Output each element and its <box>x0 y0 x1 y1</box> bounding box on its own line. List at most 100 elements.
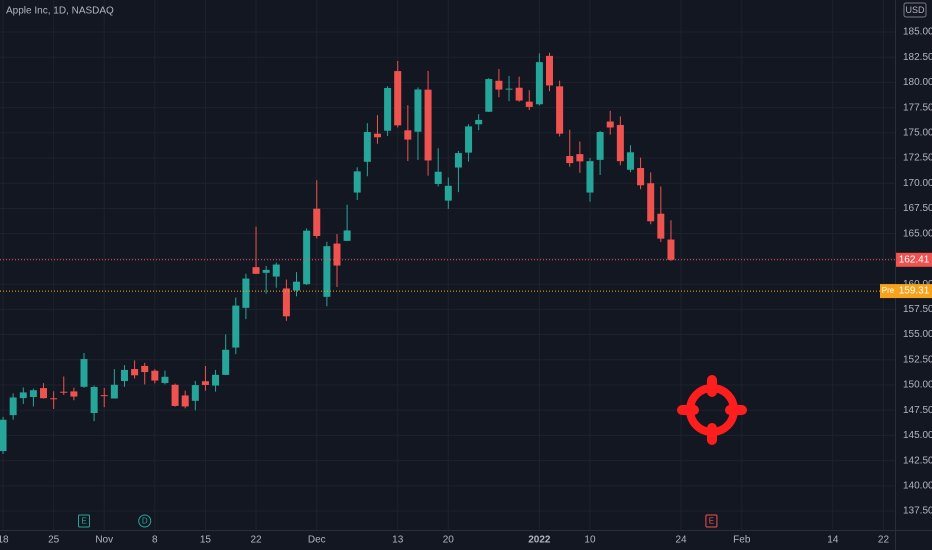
candle-body <box>414 89 422 132</box>
x-tick-label: 13 <box>392 535 404 546</box>
candle-body <box>80 359 88 387</box>
y-tick-label: 142.50 <box>903 455 932 466</box>
candle-body <box>222 349 230 375</box>
y-tick-label: 172.50 <box>903 153 932 164</box>
y-tick-label: 137.50 <box>903 506 932 517</box>
event-label[interactable]: D <box>142 517 148 526</box>
event-marker <box>705 514 718 528</box>
candle-body <box>293 281 301 291</box>
x-tick-label: 18 <box>0 535 9 546</box>
x-tick-label: 22 <box>878 535 890 546</box>
x-tick-label: 10 <box>584 535 596 546</box>
candle-body <box>343 230 351 241</box>
y-tick-label: 167.50 <box>903 203 932 214</box>
x-tick-label: 2022 <box>528 535 551 546</box>
candle-body <box>242 278 250 308</box>
candle-body <box>232 305 240 348</box>
candle-body <box>313 208 321 237</box>
candle-body <box>373 133 381 138</box>
y-tick-label: 175.00 <box>903 127 932 138</box>
x-tick-label: Dec <box>308 535 326 546</box>
pre-market-box <box>896 284 932 299</box>
candle-body <box>191 385 199 401</box>
x-tick-label: 25 <box>48 535 60 546</box>
candle-body <box>151 370 159 381</box>
candle-body <box>616 124 624 162</box>
candle-body <box>262 269 270 273</box>
candle-body <box>667 239 675 260</box>
candle-body <box>19 392 27 399</box>
candle-body <box>120 369 128 382</box>
pre-market-tag-label: Pre <box>882 286 895 295</box>
candle-body <box>546 55 554 86</box>
candle-body <box>323 246 331 297</box>
candle-body <box>556 86 564 134</box>
y-tick-label: 182.50 <box>903 52 932 63</box>
candle-body <box>465 126 473 153</box>
candle-body <box>282 288 290 317</box>
x-tick-label: 20 <box>443 535 455 546</box>
candle-body <box>647 183 655 222</box>
candles <box>0 52 675 454</box>
candle-body <box>596 132 604 160</box>
y-tick-label: 145.00 <box>903 430 932 441</box>
candle-body <box>495 80 503 90</box>
candle-body <box>535 62 543 105</box>
candle-body <box>424 89 432 161</box>
candle-body <box>576 154 584 162</box>
candle-body <box>626 152 634 170</box>
candle-body <box>637 168 645 186</box>
candle-body <box>60 391 68 393</box>
event-marker <box>77 514 90 528</box>
candle-body <box>434 171 442 184</box>
y-tick-label: 140.00 <box>903 480 932 491</box>
pre-market-tag <box>880 284 896 299</box>
grid <box>0 0 895 530</box>
event-label[interactable]: E <box>81 517 86 526</box>
x-tick-label: 24 <box>676 535 688 546</box>
x-tick-label: Feb <box>733 535 751 546</box>
candle-body <box>586 161 594 193</box>
y-tick-label: 152.50 <box>903 354 932 365</box>
candle-body <box>131 369 139 376</box>
candle-body <box>201 381 209 385</box>
candle-body <box>90 386 98 414</box>
x-tick-label: 22 <box>250 535 262 546</box>
currency-box[interactable] <box>903 2 927 18</box>
currency[interactable]: USD <box>905 5 925 15</box>
candle-body <box>0 419 7 452</box>
candle-body <box>161 376 169 383</box>
candle-body <box>454 153 462 168</box>
target-icon <box>677 375 747 445</box>
candle-body <box>657 213 665 239</box>
candle-body <box>444 185 452 201</box>
candle-body <box>384 87 392 131</box>
x-tick-label: 15 <box>200 535 212 546</box>
event-marker <box>138 514 152 528</box>
x-tick-label: Nov <box>95 535 113 546</box>
candle-body <box>353 171 361 193</box>
candle-body <box>606 121 614 128</box>
candle-body <box>566 156 574 164</box>
candle-body <box>40 388 48 399</box>
chart-title: Apple Inc, 1D, NASDAQ <box>6 6 114 17</box>
y-tick-label: 147.50 <box>903 405 932 416</box>
candle-body <box>252 267 260 274</box>
candle-body <box>485 79 493 112</box>
last-price-box <box>896 252 932 267</box>
y-tick-label: 155.00 <box>903 329 932 340</box>
candle-body <box>212 374 220 386</box>
y-tick-label: 150.00 <box>903 380 932 391</box>
candle-body <box>404 130 412 140</box>
candle-body <box>50 398 58 400</box>
candle-body <box>272 264 280 277</box>
candle-body <box>181 395 189 407</box>
event-label[interactable]: E <box>709 517 714 526</box>
y-tick-label: 177.50 <box>903 102 932 113</box>
pre-market-value: 159.31 <box>899 286 930 297</box>
candle-body <box>505 88 513 90</box>
candle-body <box>9 397 17 416</box>
candle-body <box>394 71 402 126</box>
candle-body <box>303 230 311 285</box>
